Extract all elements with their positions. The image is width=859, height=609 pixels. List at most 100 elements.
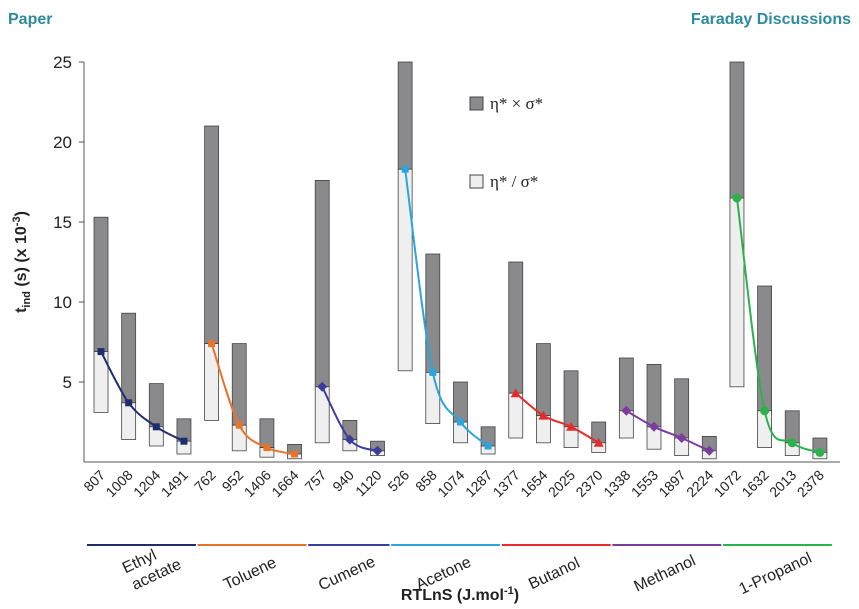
y-tick-label: 10 [53,293,72,312]
marker [732,193,742,203]
marker [208,340,216,348]
x-tick-label: 2025 [545,467,578,500]
marker [125,399,133,407]
bar-upper [563,370,579,428]
marker [401,165,409,173]
x-tick-label: 526 [384,467,412,495]
bar-upper [536,343,551,417]
header-right: Faraday Discussions [691,11,851,28]
legend-label: η* / σ* [490,172,538,191]
y-tick-label: 20 [53,133,72,152]
bar-upper [729,61,745,199]
x-tick-label: 2013 [766,467,799,500]
x-tick-label: 2224 [683,467,716,500]
fit-curve [210,343,295,455]
marker [317,381,328,392]
bar-lower [204,343,220,421]
y-label-part: t [13,307,30,313]
marker [760,406,770,416]
marker [180,437,188,445]
x-tick-label: 1491 [158,467,191,500]
fit-curve [404,169,489,447]
bar-upper [674,378,690,439]
x-tick-label: 1287 [462,467,495,500]
group-label: Butanol [526,555,582,593]
bar-upper [508,261,524,394]
y-label-sub: ind [21,291,33,308]
bar-lower [729,197,745,388]
marker [344,434,355,445]
x-tick-label: 1120 [352,467,385,500]
bar-upper [93,216,109,352]
bar-upper [646,363,662,428]
marker [593,437,604,447]
bar-upper [259,418,275,448]
x-tick-label: 940 [329,467,357,495]
bar-upper [204,125,220,345]
legend-label: η* × σ* [490,94,543,113]
marker [538,410,549,420]
x-tick-label: 2370 [572,467,605,500]
bar-upper [148,383,164,428]
fit-curve [735,197,821,454]
bar-upper [757,285,772,412]
header-left: Paper [8,11,52,28]
marker [372,445,383,456]
x-tick-label: 1632 [738,467,771,500]
x-tick-label: 1654 [517,467,550,500]
group-label-line: 1-Propanol [736,550,814,598]
legend-swatch [469,96,484,111]
group-label-line: Butanol [526,555,582,593]
fit-curve [515,392,600,444]
legend-swatch [469,174,484,189]
marker [704,445,715,456]
marker [484,442,492,450]
group-label: Methanol [632,552,699,595]
fit-curve [100,351,185,443]
y-axis-label: tind (s) (x 10-3) [11,211,33,313]
bar-upper [618,357,634,412]
x-tick-label: 1072 [711,467,744,500]
marker [787,438,797,448]
bar-lower [231,424,247,452]
x-tick-label: 2378 [794,467,827,500]
bar-upper [397,61,413,170]
marker [152,423,160,431]
group-label-line: Toluene [221,554,279,593]
marker [97,348,105,356]
group-label: 1-Propanol [736,550,814,598]
y-label-part: (s) (x 10 [13,226,30,291]
y-label-part: ) [13,211,30,216]
bar-lower [508,392,524,439]
marker [566,421,577,431]
bar-lower [397,168,413,372]
x-tick-label: 1553 [628,467,661,500]
bar-upper [121,312,137,404]
x-tick-label: 762 [191,467,219,495]
bar-lower [425,371,441,424]
y-tick-label: 25 [53,53,72,72]
fit-curve [625,409,710,452]
marker [676,433,687,443]
marker [621,405,632,416]
marker [235,421,243,429]
x-label-part: RTLnS (J.mol [401,587,504,604]
bar-upper [784,410,800,444]
x-tick-label: 1204 [130,467,163,500]
marker [456,418,464,426]
x-tick-label: 757 [301,467,329,495]
marker [649,421,659,432]
y-tick-label: 5 [63,373,72,392]
bar-upper [314,179,330,388]
x-tick-label: 1897 [655,467,688,500]
y-label-sup: -3 [11,216,23,226]
marker [510,388,521,398]
marker [291,450,299,458]
group-label: Toluene [221,554,279,593]
group-label: Ethylacetate [120,539,184,595]
bar-lower [536,415,551,444]
marker [815,447,825,457]
group-label-line: Cumene [316,553,378,594]
x-label-part: ) [514,587,519,604]
